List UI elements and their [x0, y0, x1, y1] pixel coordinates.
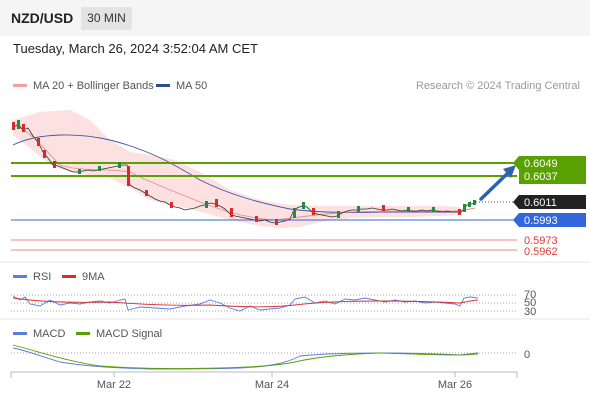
level-label-6011: 0.6011 — [524, 197, 557, 209]
macd-signal-line — [12, 344, 479, 370]
candle-markers — [12, 120, 476, 225]
macd-label-0: 0 — [524, 349, 530, 361]
level-label-5973: 0.5973 — [524, 235, 558, 247]
price-candles — [12, 120, 476, 225]
level-label-5993: 0.5993 — [524, 215, 558, 227]
macd-line — [12, 347, 479, 370]
rsi-label-70: 70 — [524, 289, 536, 301]
legend-rsi: RSI — [13, 271, 51, 283]
ma9-legend-label: 9MA — [82, 271, 105, 283]
legend-9ma: 9MA — [62, 271, 105, 283]
ma50-legend-label: MA 50 — [176, 80, 208, 92]
macd-signal-legend-label: MACD Signal — [96, 328, 163, 340]
macd-signal-swatch — [76, 331, 90, 335]
symbol-label: NZD/USD — [11, 10, 74, 26]
legend-macd: MACD — [13, 328, 65, 340]
top-bar: NZD/USD 30 MIN — [0, 0, 590, 36]
legend-ma20-bb: MA 20 + Bollinger Bands — [13, 80, 154, 92]
x-label-mar22: Mar 22 — [97, 379, 131, 391]
credit-text: Research © 2024 Trading Central — [415, 80, 580, 92]
ma9-swatch — [62, 274, 76, 278]
macd-legend-label: MACD — [33, 328, 66, 340]
rsi-legend-label: RSI — [33, 271, 52, 283]
ma20-legend-label: MA 20 + Bollinger Bands — [33, 80, 154, 92]
ma20-line — [12, 124, 476, 221]
ma50-line — [12, 134, 460, 213]
timeframe-button[interactable]: 30 MIN — [81, 7, 132, 30]
timestamp: Tuesday, March 26, 2024 3:52:04 AM CET — [13, 41, 258, 56]
legend-ma50: MA 50 — [156, 80, 207, 92]
price-path — [12, 123, 476, 224]
level-label-6049: 0.6049 — [524, 158, 558, 170]
x-label-mar26: Mar 26 — [438, 379, 472, 391]
ma50-swatch — [156, 83, 170, 87]
level-label-5962: 0.5962 — [524, 246, 558, 258]
rsi-label-30: 30 — [524, 306, 536, 318]
rsi-label-50: 50 — [524, 297, 536, 309]
ma20-swatch — [13, 83, 27, 87]
level-label-6037: 0.6037 — [524, 171, 558, 183]
forecast-arrow-icon — [479, 165, 516, 201]
macd-swatch — [13, 331, 27, 335]
price-label-tags — [513, 156, 586, 227]
rsi-swatch — [13, 274, 27, 278]
x-label-mar24: Mar 24 — [255, 379, 289, 391]
legend-macd-signal: MACD Signal — [76, 328, 162, 340]
rsi-9ma-line — [12, 297, 479, 308]
